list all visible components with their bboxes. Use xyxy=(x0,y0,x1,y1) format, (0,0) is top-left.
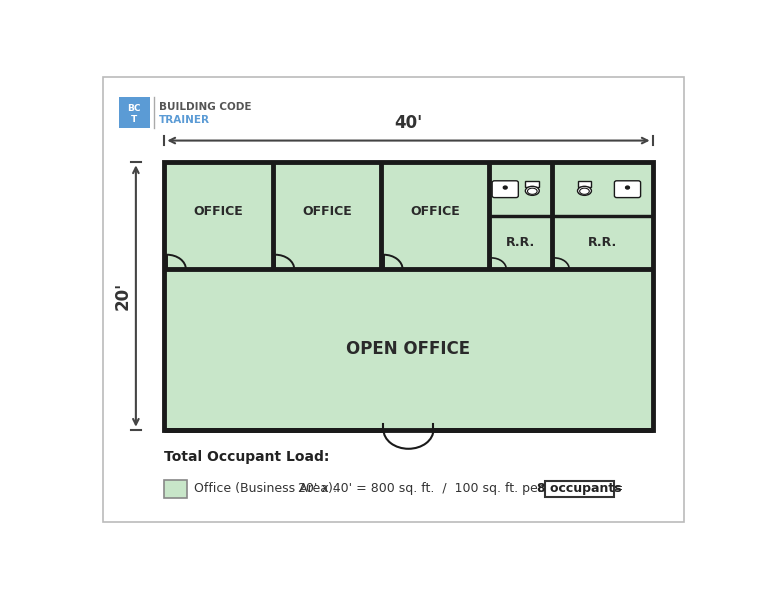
Text: OPEN OFFICE: OPEN OFFICE xyxy=(346,340,471,358)
Circle shape xyxy=(503,186,507,189)
Text: BUILDING CODE: BUILDING CODE xyxy=(159,102,252,112)
Text: R.R.: R.R. xyxy=(588,236,617,249)
Bar xyxy=(545,481,614,497)
Ellipse shape xyxy=(580,188,589,195)
Text: 20' x 40' = 800 sq. ft.  /  100 sq. ft. per occupant  =: 20' x 40' = 800 sq. ft. / 100 sq. ft. pe… xyxy=(298,483,624,496)
Ellipse shape xyxy=(525,186,539,195)
Circle shape xyxy=(626,186,630,189)
Text: Total Occupant Load:: Total Occupant Load: xyxy=(164,450,329,464)
FancyBboxPatch shape xyxy=(492,181,518,197)
Text: 20': 20' xyxy=(114,282,132,310)
Bar xyxy=(164,480,187,498)
Text: 40': 40' xyxy=(394,114,422,132)
Text: 8 occupants: 8 occupants xyxy=(538,483,622,496)
Text: OFFICE: OFFICE xyxy=(410,205,460,218)
FancyBboxPatch shape xyxy=(614,181,641,197)
Text: TRAINER: TRAINER xyxy=(159,114,210,125)
Text: OFFICE: OFFICE xyxy=(302,205,352,218)
Ellipse shape xyxy=(528,188,537,195)
Ellipse shape xyxy=(578,186,591,195)
Bar xyxy=(164,162,653,429)
Bar xyxy=(525,181,539,187)
Text: BC: BC xyxy=(127,104,141,113)
Bar xyxy=(578,181,591,187)
Text: R.R.: R.R. xyxy=(506,236,535,249)
FancyBboxPatch shape xyxy=(103,76,684,522)
Text: T: T xyxy=(131,115,137,124)
Text: OFFICE: OFFICE xyxy=(194,205,243,218)
Bar xyxy=(118,97,150,128)
Text: Office (Business Area):: Office (Business Area): xyxy=(194,483,337,496)
